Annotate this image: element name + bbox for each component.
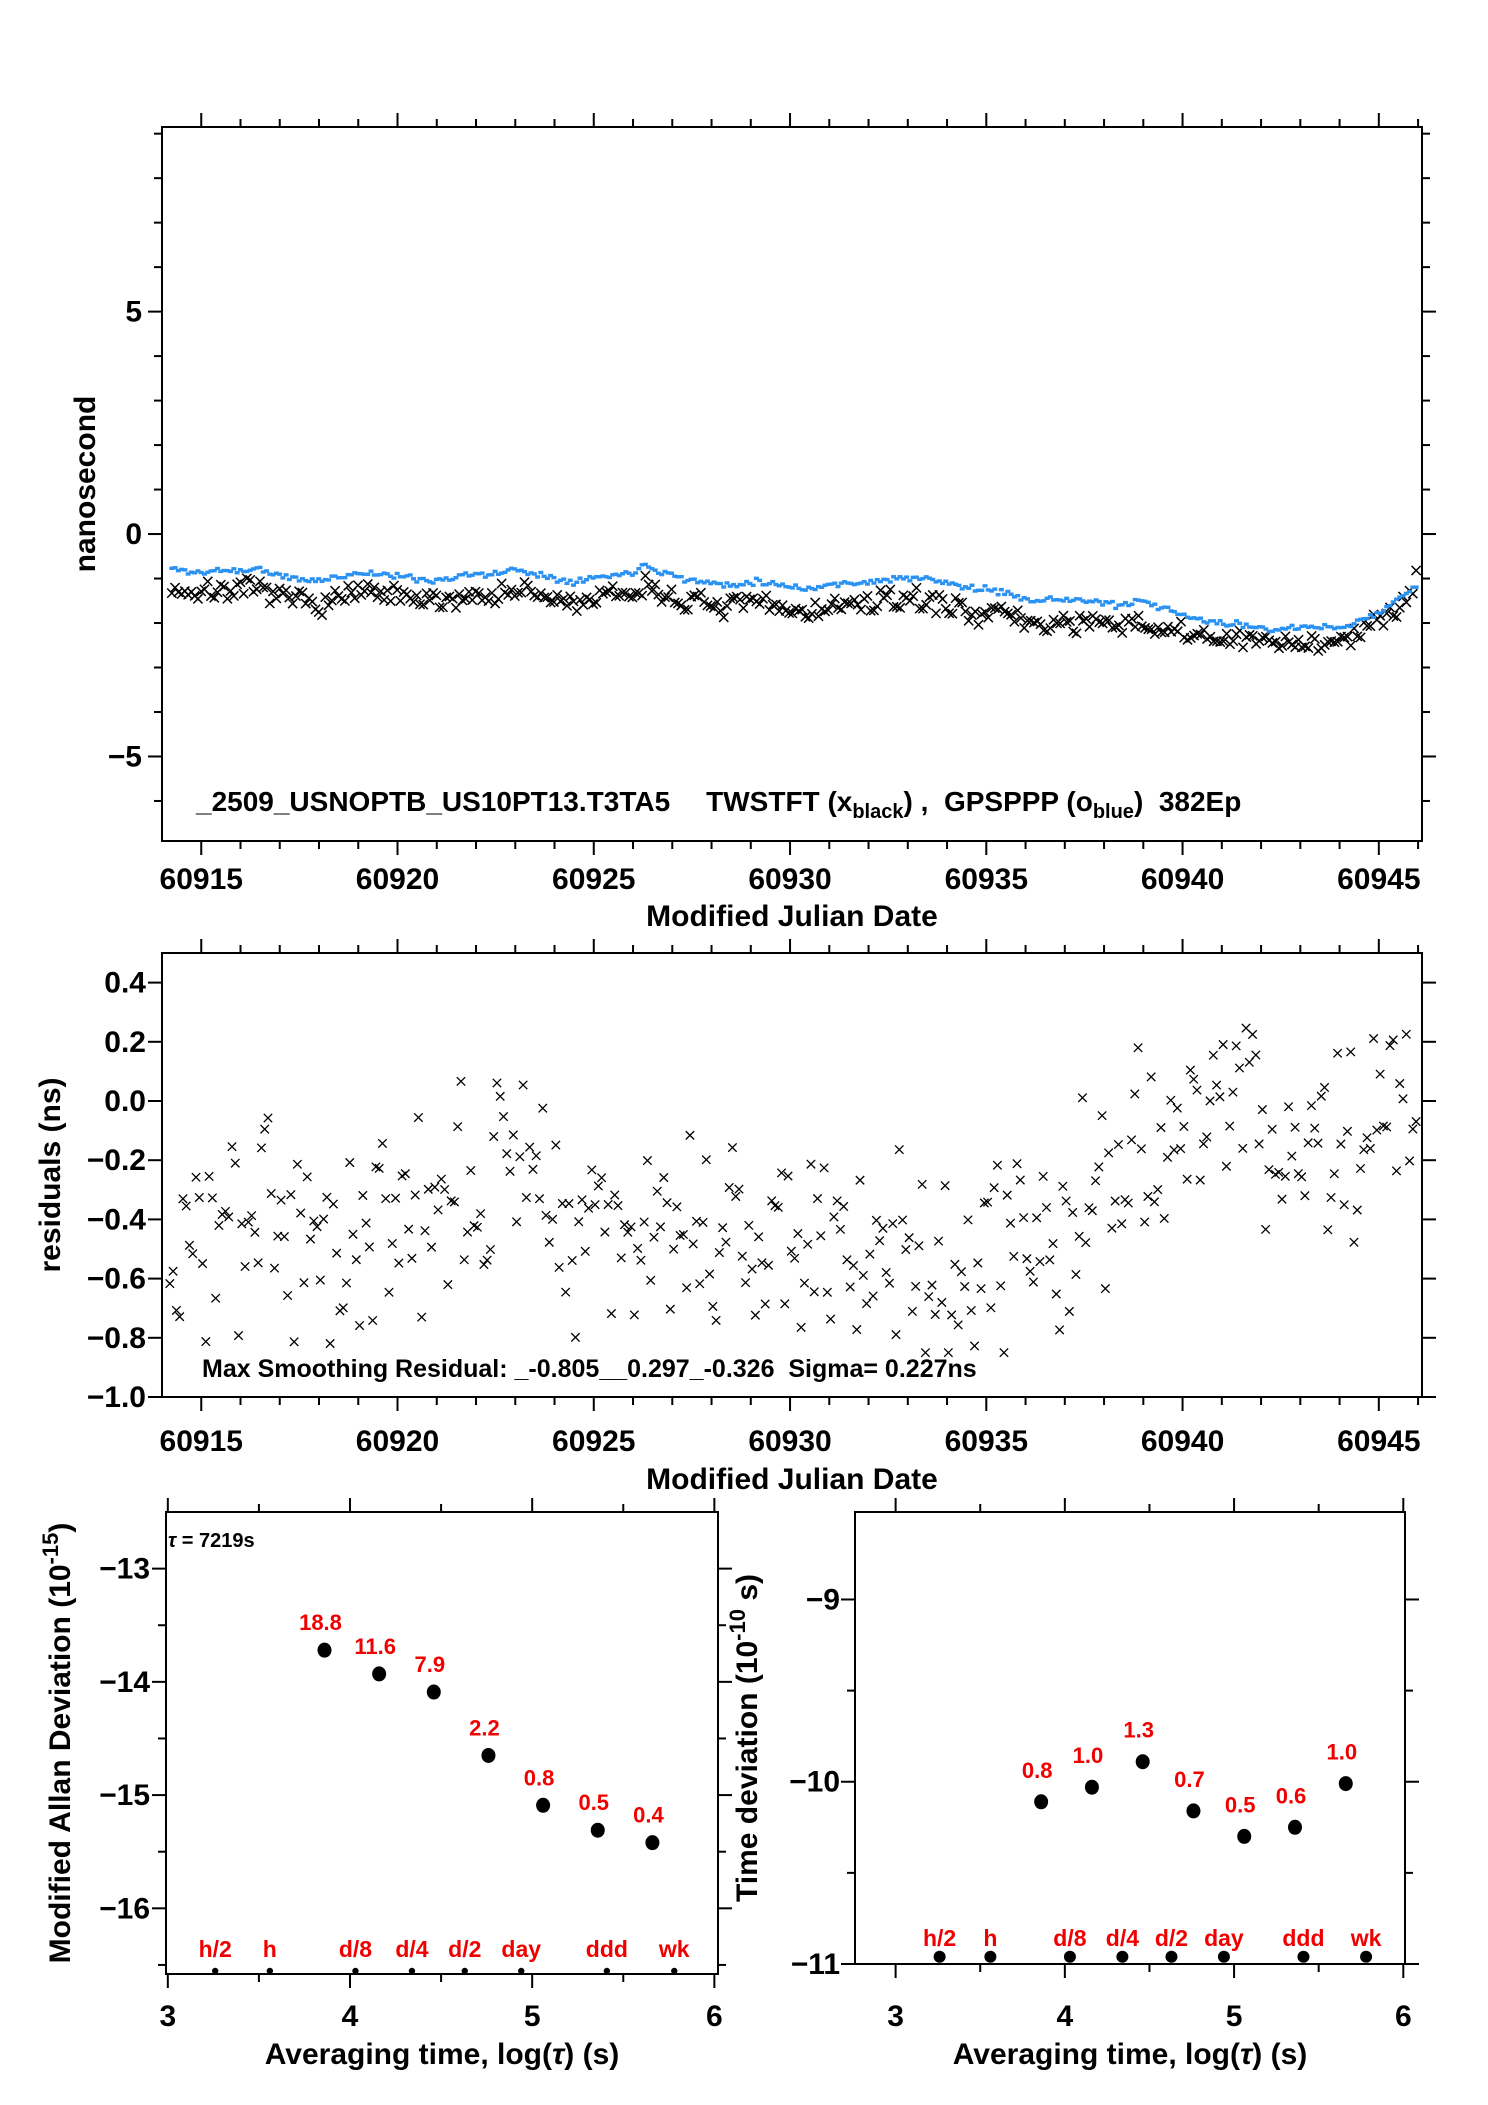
svg-text:Modified Julian Date: Modified Julian Date <box>646 1463 938 1496</box>
svg-text:−0.6: −0.6 <box>87 1263 146 1296</box>
svg-text:−0.2: −0.2 <box>87 1144 146 1177</box>
svg-text:d/8: d/8 <box>339 1936 372 1962</box>
svg-text:60930: 60930 <box>748 863 831 896</box>
legend-epochs: ) 382Ep <box>1133 786 1242 817</box>
svg-text:Averaging time, log(τ) (s): Averaging time, log(τ) (s) <box>953 2038 1308 2071</box>
panel-time-deviation <box>841 1498 1419 1978</box>
svg-text:0.5: 0.5 <box>1225 1792 1256 1817</box>
svg-text:Time deviation (10-10 s): Time deviation (10-10 s) <box>725 1574 764 1902</box>
svg-text:60920: 60920 <box>356 863 439 896</box>
svg-text:ddd: ddd <box>1282 1925 1324 1951</box>
panel-time-transfer-comparison <box>148 113 1436 855</box>
svg-text:wk: wk <box>1350 1925 1382 1951</box>
svg-text:0.8: 0.8 <box>524 1765 555 1790</box>
svg-text:6: 6 <box>706 2000 723 2033</box>
svg-text:h: h <box>983 1925 997 1951</box>
svg-text:0.7: 0.7 <box>1174 1767 1205 1792</box>
svg-text:7.9: 7.9 <box>415 1652 446 1677</box>
svg-text:−14: −14 <box>99 1666 150 1699</box>
svg-text:−10: −10 <box>789 1766 840 1799</box>
legend-twstft: TWSTFT (x <box>706 786 853 817</box>
svg-text:60915: 60915 <box>160 863 243 896</box>
svg-text:60940: 60940 <box>1141 863 1224 896</box>
svg-text:6: 6 <box>1395 2000 1412 2033</box>
svg-text:5: 5 <box>125 296 142 329</box>
smoothing-residual-annotation: Max Smoothing Residual: _-0.805__0.297_-… <box>202 1355 977 1383</box>
svg-text:60925: 60925 <box>552 863 635 896</box>
svg-text:60925: 60925 <box>552 1425 635 1458</box>
svg-text:Modified Julian Date: Modified Julian Date <box>646 900 938 933</box>
svg-text:Averaging time, log(τ) (s): Averaging time, log(τ) (s) <box>265 2038 620 2071</box>
legend-sub-black: black <box>852 801 904 823</box>
svg-text:day: day <box>1204 1925 1244 1951</box>
svg-text:d/2: d/2 <box>448 1936 481 1962</box>
svg-text:wk: wk <box>658 1936 690 1962</box>
svg-text:60945: 60945 <box>1337 863 1420 896</box>
tau-annotation: τ = 7219s <box>168 1530 255 1552</box>
svg-text:residuals (ns): residuals (ns) <box>34 1077 67 1272</box>
svg-text:0.2: 0.2 <box>104 1026 146 1059</box>
svg-text:4: 4 <box>1057 2000 1074 2033</box>
svg-text:0.6: 0.6 <box>1276 1783 1307 1808</box>
svg-text:−0.4: −0.4 <box>87 1203 147 1236</box>
svg-text:−16: −16 <box>99 1892 150 1925</box>
svg-text:−15: −15 <box>99 1779 150 1812</box>
svg-text:h/2: h/2 <box>923 1925 956 1951</box>
svg-text:60930: 60930 <box>748 1425 831 1458</box>
svg-text:d/4: d/4 <box>395 1936 428 1962</box>
svg-text:60920: 60920 <box>356 1425 439 1458</box>
svg-text:5: 5 <box>1226 2000 1243 2033</box>
tau-symbol: τ <box>168 1530 177 1552</box>
svg-text:1.0: 1.0 <box>1326 1740 1357 1765</box>
svg-text:−5: −5 <box>108 740 142 773</box>
svg-text:4: 4 <box>342 2000 359 2033</box>
chart-title: _2509_USNOPTB_US10PT13.T3TA5 TWSTFT (xbla… <box>196 786 1241 824</box>
svg-text:2.2: 2.2 <box>469 1715 500 1740</box>
svg-text:h: h <box>263 1936 277 1962</box>
svg-text:h/2: h/2 <box>199 1936 232 1962</box>
svg-text:11.6: 11.6 <box>354 1634 396 1659</box>
panel-smoothing-residuals <box>148 939 1436 1411</box>
svg-text:60915: 60915 <box>160 1425 243 1458</box>
file-id: _2509_USNOPTB_US10PT13.T3TA5 <box>196 786 671 817</box>
legend-gpsppp: ) , GPSPPP (o <box>903 786 1093 817</box>
svg-text:60945: 60945 <box>1337 1425 1420 1458</box>
svg-text:0.4: 0.4 <box>633 1803 664 1828</box>
svg-text:18.8: 18.8 <box>299 1610 342 1635</box>
svg-text:−11: −11 <box>791 1948 840 1981</box>
svg-text:0.8: 0.8 <box>1022 1758 1053 1783</box>
svg-text:Modified Allan Deviation (10-1: Modified Allan Deviation (10-15) <box>38 1523 77 1964</box>
svg-text:0.4: 0.4 <box>104 967 146 1000</box>
svg-text:−1.0: −1.0 <box>87 1381 146 1414</box>
svg-text:−13: −13 <box>99 1553 150 1586</box>
svg-text:d/8: d/8 <box>1053 1925 1086 1951</box>
svg-text:3: 3 <box>887 2000 904 2033</box>
svg-text:60935: 60935 <box>945 863 1028 896</box>
legend-sub-blue: blue <box>1092 801 1134 823</box>
svg-text:d/2: d/2 <box>1155 1925 1188 1951</box>
svg-text:−0.8: −0.8 <box>87 1322 146 1355</box>
svg-text:1.0: 1.0 <box>1073 1743 1104 1768</box>
svg-text:day: day <box>501 1936 541 1962</box>
svg-text:0.5: 0.5 <box>578 1790 609 1815</box>
svg-text:−9: −9 <box>806 1583 840 1616</box>
svg-text:ddd: ddd <box>586 1936 628 1962</box>
svg-text:0: 0 <box>125 518 142 551</box>
svg-text:60935: 60935 <box>945 1425 1028 1458</box>
svg-text:nanosecond: nanosecond <box>69 396 102 573</box>
svg-text:5: 5 <box>524 2000 541 2033</box>
svg-text:1.3: 1.3 <box>1123 1718 1154 1743</box>
panel-modified-allan-deviation <box>152 1498 732 1988</box>
svg-text:3: 3 <box>159 2000 176 2033</box>
svg-text:0.0: 0.0 <box>104 1085 146 1118</box>
svg-text:60940: 60940 <box>1141 1425 1224 1458</box>
svg-text:d/4: d/4 <box>1106 1925 1139 1951</box>
